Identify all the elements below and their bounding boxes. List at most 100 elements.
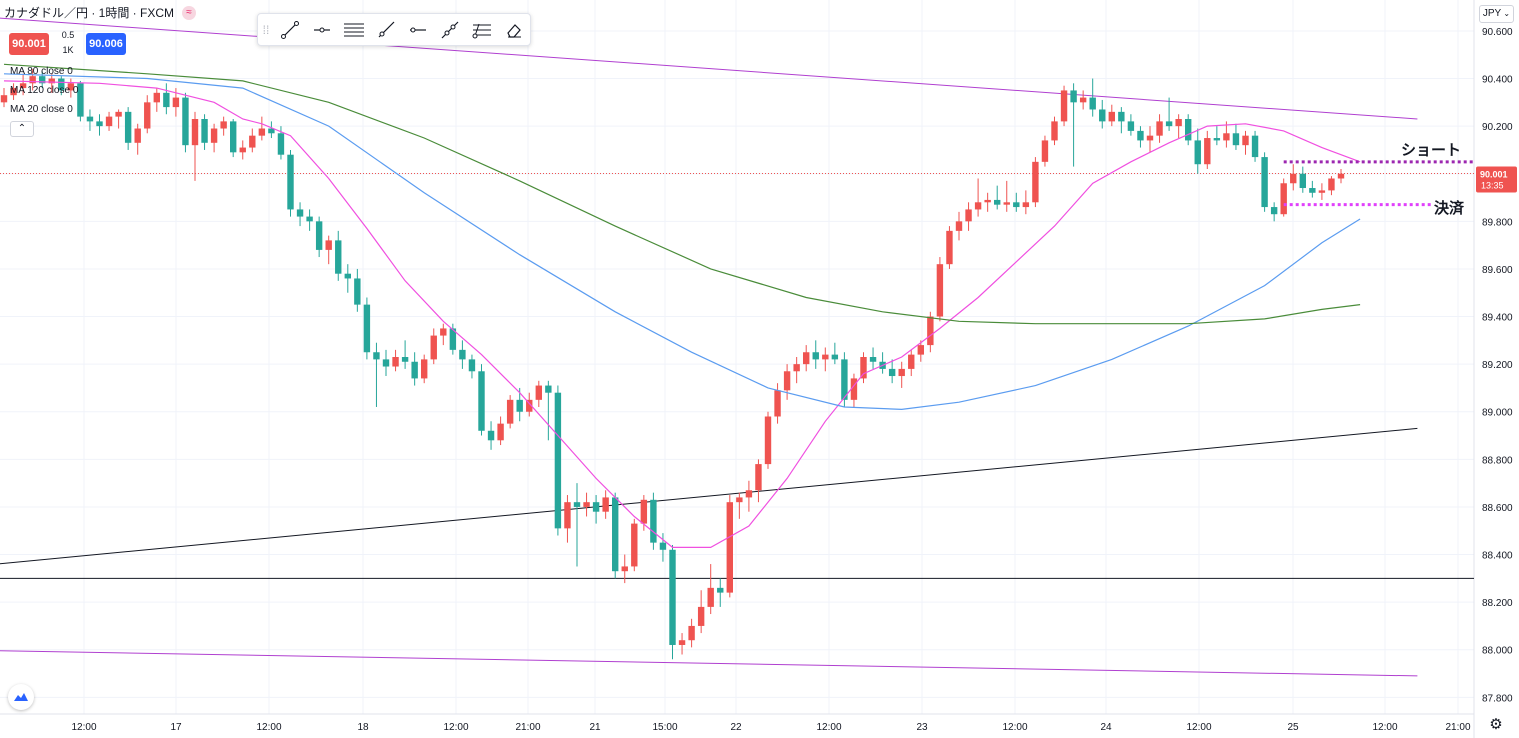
candle xyxy=(1299,166,1306,193)
candle xyxy=(1194,128,1201,174)
candle-body xyxy=(793,364,800,372)
candle-body xyxy=(315,221,323,250)
x-tick-label: 21 xyxy=(589,722,601,733)
candle xyxy=(373,342,380,407)
candle xyxy=(459,340,466,369)
candle-body xyxy=(1118,111,1125,122)
x-tick-label: 22 xyxy=(730,722,742,733)
candle xyxy=(315,216,323,258)
settlement-label: 決済 xyxy=(1434,200,1465,217)
candle xyxy=(220,116,227,136)
candle xyxy=(335,230,342,281)
candle-body xyxy=(277,133,285,155)
indicator-label-ma120[interactable]: MA 120 close 0 xyxy=(10,85,79,96)
candle-body xyxy=(812,352,819,360)
candle xyxy=(440,323,447,346)
collapse-legend-button[interactable]: ⌃ xyxy=(10,121,34,137)
candle xyxy=(1223,121,1230,148)
candle-body xyxy=(946,230,953,265)
y-tick-label: 89.200 xyxy=(1482,360,1513,371)
candle xyxy=(163,83,170,115)
fib-retracement-icon[interactable] xyxy=(466,14,498,45)
candle-body xyxy=(573,502,581,507)
sell-button[interactable]: 90.001 xyxy=(9,33,49,55)
candle xyxy=(182,92,189,153)
candle xyxy=(325,235,332,265)
moving-average-line[interactable] xyxy=(3,73,1361,411)
candle xyxy=(545,380,552,441)
indicator-label-ma80[interactable]: MA 80 close 0 xyxy=(10,66,73,77)
candle xyxy=(19,73,27,96)
candle-body xyxy=(1070,90,1077,103)
candle xyxy=(793,357,800,384)
candle xyxy=(803,345,810,372)
current-price-label: 90.001 xyxy=(1480,170,1508,180)
candle-body xyxy=(554,392,562,529)
candle-body xyxy=(1299,173,1306,189)
y-tick-label: 90.200 xyxy=(1482,122,1513,133)
x-tick-label: 12:00 xyxy=(1186,722,1211,733)
time-axis[interactable]: 12:00 17 12:00 18 12:00 21:00 21 15:00 22 12:00 23… xyxy=(71,722,1470,733)
candle-body xyxy=(774,390,781,417)
trend-lines[interactable] xyxy=(0,14,1474,677)
y-tick-label: 90.400 xyxy=(1482,75,1513,86)
candle xyxy=(764,411,772,469)
candle-body xyxy=(1328,178,1335,191)
candle xyxy=(144,95,151,134)
candle-body xyxy=(344,273,351,279)
horizontal-ray-icon[interactable] xyxy=(306,14,338,45)
candle-body xyxy=(612,497,619,572)
y-tick-label: 90.600 xyxy=(1482,27,1513,38)
candle-body xyxy=(268,128,275,134)
candle-body xyxy=(688,625,695,641)
candle-body xyxy=(335,240,342,274)
y-tick-label: 88.000 xyxy=(1482,646,1513,657)
candle xyxy=(421,354,428,384)
extended-line-icon[interactable] xyxy=(434,14,466,45)
candle xyxy=(812,340,819,369)
moving-average-line[interactable] xyxy=(3,63,1361,325)
candle xyxy=(1175,114,1182,139)
candle-body xyxy=(163,92,170,108)
candle-body xyxy=(210,128,218,143)
tradingview-logo-icon[interactable] xyxy=(8,684,34,710)
buy-button[interactable]: 90.006 xyxy=(86,33,126,55)
parallel-channel-icon[interactable] xyxy=(338,14,370,45)
trade-levels[interactable] xyxy=(1283,160,1474,207)
channel-upper-line[interactable] xyxy=(0,14,1418,120)
candle xyxy=(526,392,533,417)
eraser-icon[interactable] xyxy=(498,14,530,45)
candle-body xyxy=(640,499,648,524)
indicator-label-ma20[interactable]: MA 20 close 0 xyxy=(10,104,73,115)
candle-body xyxy=(974,202,982,210)
short-entry-label: ショート xyxy=(1401,142,1462,159)
gear-icon[interactable]: ⚙ xyxy=(1489,716,1503,733)
horizontal-line-icon[interactable] xyxy=(402,14,434,45)
candle xyxy=(1099,99,1106,129)
support-trend-line[interactable] xyxy=(0,427,1418,568)
x-tick-label: 25 xyxy=(1287,722,1299,733)
candle-body xyxy=(39,76,46,84)
candle-body xyxy=(1099,109,1106,122)
candle-body xyxy=(1041,140,1049,162)
candle-body xyxy=(325,240,332,250)
candle-body xyxy=(172,97,180,108)
trend-line-icon[interactable] xyxy=(274,14,306,45)
candle-body xyxy=(440,328,447,336)
currency-dropdown[interactable]: JPY ⌄ xyxy=(1479,5,1514,23)
ray-icon[interactable] xyxy=(370,14,402,45)
candle-body xyxy=(564,502,571,529)
price-axis[interactable]: 90.60090.40090.20090.00089.80089.60089.4… xyxy=(1482,27,1513,704)
symbol-legend: カナダドル／円 · 1時間 · FXCM ≈ xyxy=(4,4,196,21)
channel-lower-line[interactable] xyxy=(0,650,1418,677)
candle-body xyxy=(1280,183,1287,215)
moving-average-line[interactable] xyxy=(3,80,1361,549)
candle-body xyxy=(478,371,485,431)
drag-handle-icon[interactable]: ⁞⁞ xyxy=(262,22,270,37)
candle xyxy=(831,342,839,365)
candle xyxy=(1051,116,1058,146)
candle-body xyxy=(1108,111,1115,122)
candle xyxy=(974,178,982,217)
